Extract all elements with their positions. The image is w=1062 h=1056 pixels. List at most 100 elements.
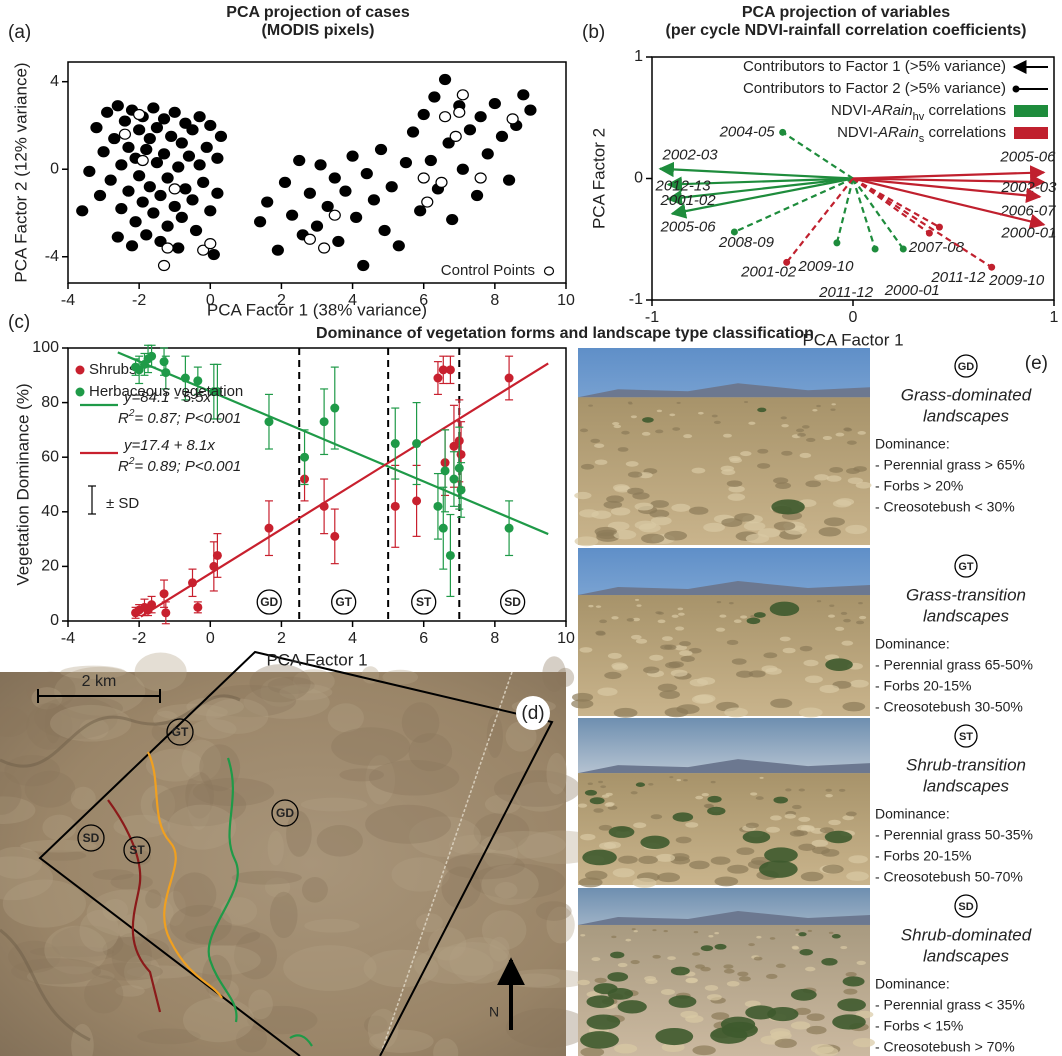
point [300, 452, 310, 462]
point [179, 117, 192, 129]
point [125, 240, 139, 252]
photo-grass [710, 780, 716, 784]
x-tick-label: 4 [348, 630, 357, 647]
photo-shrub [753, 612, 766, 618]
terrain-patch [126, 965, 196, 979]
photo-grass [793, 829, 808, 837]
terrain-patch [181, 739, 222, 782]
terrain-patch [413, 946, 494, 985]
loading-arrow [782, 131, 854, 180]
photo-grass [724, 707, 748, 718]
type-criterion: - Perennial grass < 35% [875, 997, 1025, 1013]
photo-grass [612, 868, 635, 878]
arrow-label: 2004-05 [719, 123, 776, 140]
point [319, 501, 329, 511]
terrain-patch [279, 684, 333, 701]
text-part: R [118, 458, 129, 475]
photo-shrub [821, 957, 838, 966]
point [161, 368, 171, 378]
photo-grass [845, 811, 857, 817]
photo-grass [766, 826, 780, 833]
type-criterion: - Creosotebush 50-70% [875, 869, 1023, 885]
photo-grass [792, 804, 802, 810]
terrain-patch [267, 676, 315, 695]
photo-mountains [578, 759, 870, 774]
photo-grass [630, 791, 638, 795]
photo-grass [643, 666, 660, 674]
photo-grass [848, 855, 868, 864]
photo-grass [638, 855, 658, 865]
photo-grass [845, 524, 868, 535]
point [136, 154, 149, 167]
terrain-patch [486, 714, 503, 759]
terrain-patch [83, 975, 124, 1014]
photo-mountains [578, 581, 870, 596]
photo-grass [798, 788, 806, 792]
terrain-patch [111, 932, 152, 980]
point [204, 238, 217, 250]
point [438, 365, 448, 375]
point [435, 176, 448, 188]
point [456, 89, 469, 101]
loading-arrow [658, 161, 854, 180]
terrain-patch [367, 1008, 399, 1049]
photo-grass [799, 645, 813, 652]
photo-grass [613, 424, 622, 429]
x-tick-label: 2 [277, 630, 286, 647]
photo-grass [574, 491, 592, 500]
photo-grass [855, 481, 872, 489]
photo-shrub [767, 1006, 799, 1022]
photo-grass [604, 802, 614, 807]
text-part: correlations [924, 124, 1006, 141]
point [159, 357, 169, 367]
point [140, 229, 153, 241]
point [211, 152, 224, 164]
point [129, 216, 142, 228]
terrain-patch [260, 677, 299, 707]
photo-grass [627, 401, 633, 404]
zone-badge [77, 824, 105, 852]
photo-grass [763, 652, 778, 659]
point [454, 463, 464, 473]
legend-marker [75, 387, 85, 397]
terrain-patch [202, 684, 297, 718]
photo-grass [823, 517, 845, 527]
photo-grass [577, 979, 590, 986]
regression-line [140, 362, 549, 618]
plot-frame [67, 347, 567, 622]
photo-grass [798, 816, 811, 822]
photo-shrub [593, 983, 618, 995]
photo-shrub [707, 795, 722, 803]
photo-grass [661, 636, 673, 641]
photo-grass [782, 647, 796, 654]
photo-shrub [700, 945, 714, 952]
arrow-label: 2005-06 [660, 219, 717, 236]
fit-equation: y=84.1 - 5.5x [123, 389, 212, 406]
photo-shrub [672, 812, 694, 822]
point [253, 216, 267, 228]
terrain-patch [428, 927, 467, 961]
point [133, 170, 146, 182]
photo-grass [677, 607, 684, 611]
y-tick-label: 60 [41, 448, 59, 465]
legend-label: Control Points [441, 262, 535, 279]
scale-label: 2 km [82, 673, 117, 690]
photo-grass [800, 871, 824, 882]
terrain-patch [368, 760, 460, 796]
terrain-patch [433, 1038, 459, 1056]
photo-grass [843, 618, 851, 623]
terrain-patch [0, 846, 43, 879]
terrain-patch [448, 834, 501, 856]
terrain-patch [185, 771, 214, 819]
photo-grass [650, 500, 669, 508]
photo-grass [828, 931, 834, 934]
photo-grass [846, 440, 857, 445]
photo-grass [811, 839, 829, 847]
photo-grass [770, 815, 782, 821]
photo-grass [680, 655, 695, 662]
photo-grass [784, 813, 796, 819]
photo-grass [598, 780, 604, 784]
boundary-red [107, 799, 162, 1013]
terrain-patch [26, 966, 115, 987]
point [161, 172, 174, 184]
